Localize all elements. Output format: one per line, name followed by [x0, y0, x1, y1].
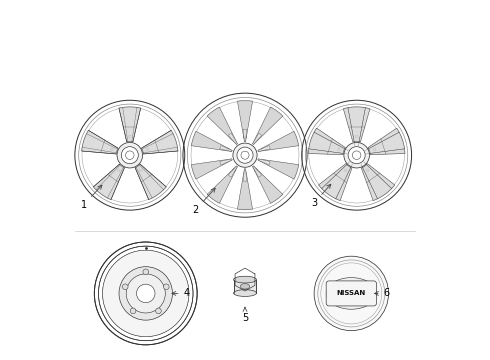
- Circle shape: [119, 267, 172, 320]
- Polygon shape: [252, 107, 283, 144]
- Circle shape: [261, 148, 264, 151]
- Circle shape: [233, 169, 236, 172]
- Text: 1: 1: [81, 185, 102, 210]
- Polygon shape: [207, 166, 238, 203]
- Ellipse shape: [234, 290, 256, 296]
- Circle shape: [117, 143, 143, 168]
- Polygon shape: [318, 163, 352, 201]
- Polygon shape: [361, 163, 395, 201]
- Polygon shape: [228, 133, 238, 144]
- Circle shape: [233, 143, 257, 167]
- Circle shape: [314, 256, 389, 330]
- Polygon shape: [258, 131, 299, 152]
- Polygon shape: [191, 131, 232, 152]
- Circle shape: [118, 169, 120, 172]
- Polygon shape: [135, 164, 166, 200]
- Polygon shape: [258, 159, 299, 179]
- Polygon shape: [252, 166, 283, 203]
- Polygon shape: [228, 166, 238, 177]
- Circle shape: [122, 284, 128, 289]
- Circle shape: [355, 135, 358, 138]
- Polygon shape: [93, 164, 124, 200]
- Circle shape: [143, 269, 148, 275]
- Circle shape: [128, 135, 131, 138]
- Circle shape: [126, 274, 165, 313]
- Circle shape: [156, 308, 161, 314]
- Circle shape: [254, 169, 257, 172]
- Circle shape: [102, 250, 189, 337]
- Circle shape: [122, 147, 138, 164]
- Polygon shape: [308, 128, 345, 155]
- Polygon shape: [191, 159, 232, 179]
- Ellipse shape: [326, 278, 376, 309]
- Polygon shape: [343, 107, 370, 142]
- Polygon shape: [368, 128, 405, 155]
- Polygon shape: [119, 107, 141, 142]
- Text: 4: 4: [172, 288, 190, 298]
- Text: 2: 2: [192, 188, 215, 215]
- Circle shape: [344, 169, 347, 172]
- Circle shape: [146, 148, 149, 151]
- Polygon shape: [252, 133, 262, 144]
- Polygon shape: [258, 159, 270, 165]
- Text: NISSAN: NISSAN: [337, 291, 366, 296]
- Polygon shape: [243, 129, 247, 141]
- Circle shape: [111, 148, 113, 151]
- Polygon shape: [258, 145, 270, 152]
- Circle shape: [348, 147, 365, 164]
- Polygon shape: [220, 145, 232, 152]
- Polygon shape: [237, 100, 253, 141]
- Ellipse shape: [234, 276, 256, 283]
- Text: 5: 5: [242, 307, 248, 323]
- Circle shape: [338, 148, 340, 151]
- Circle shape: [140, 169, 142, 172]
- Polygon shape: [243, 169, 247, 181]
- Polygon shape: [207, 107, 238, 144]
- FancyBboxPatch shape: [326, 281, 376, 306]
- Circle shape: [367, 169, 369, 172]
- Polygon shape: [237, 169, 253, 210]
- Text: 3: 3: [311, 184, 331, 208]
- Circle shape: [137, 284, 155, 303]
- Circle shape: [130, 308, 136, 314]
- Bar: [234, 280, 256, 293]
- Circle shape: [244, 135, 246, 138]
- Circle shape: [373, 148, 376, 151]
- Polygon shape: [82, 130, 118, 154]
- Ellipse shape: [240, 284, 250, 289]
- Circle shape: [226, 148, 229, 151]
- Polygon shape: [220, 159, 232, 165]
- Circle shape: [237, 147, 253, 163]
- Circle shape: [164, 284, 169, 289]
- Circle shape: [344, 143, 369, 168]
- Polygon shape: [252, 166, 262, 177]
- Text: 6: 6: [374, 288, 390, 298]
- Polygon shape: [142, 130, 178, 154]
